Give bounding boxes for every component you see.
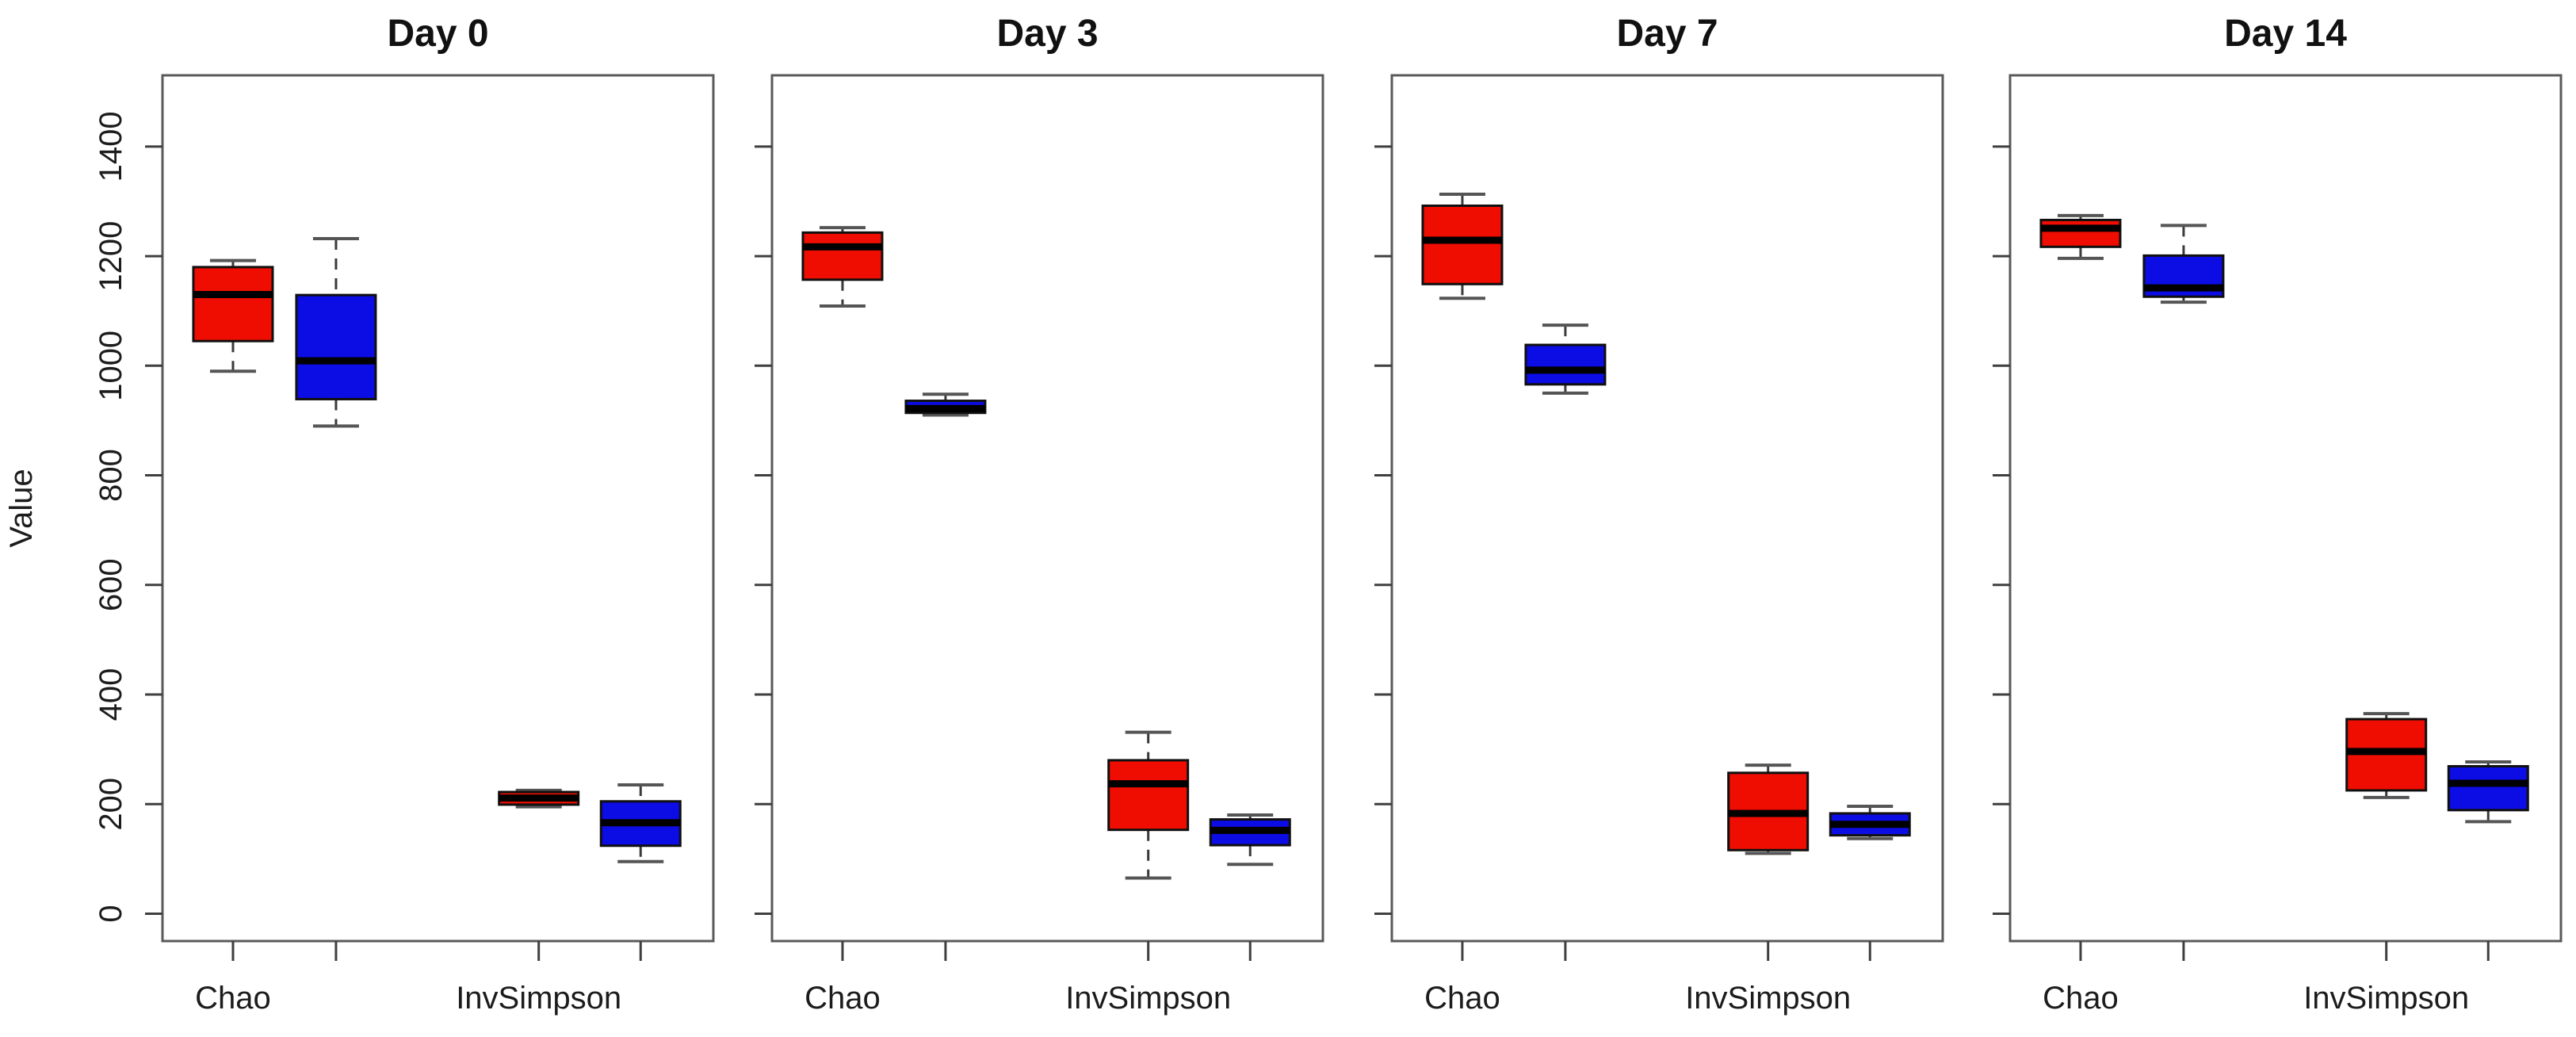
boxplot-day-3-invsimpson-blue <box>1209 813 1291 867</box>
panel-title: Day 3 <box>996 13 1098 55</box>
iqr-box <box>2447 765 2529 812</box>
x-group-label: Chao <box>805 981 881 1016</box>
x-group-label: Chao <box>1424 981 1500 1016</box>
panel-title: Day 0 <box>387 13 488 55</box>
boxplot-day-14-chao-blue <box>2142 224 2225 304</box>
x-group-label: Chao <box>2043 981 2119 1016</box>
boxplot-day-14-invsimpson-blue <box>2447 760 2529 824</box>
panel-title: Day 14 <box>2224 13 2347 55</box>
y-tick-label: 0 <box>94 905 128 922</box>
boxplot-day-0-invsimpson-blue <box>599 783 682 863</box>
panel-0-border <box>161 74 715 943</box>
boxplot-day-3-chao-red <box>801 226 884 308</box>
iqr-box <box>1524 343 1607 386</box>
boxplot-day-7-invsimpson-red <box>1727 763 1810 855</box>
x-group-label: InvSimpson <box>456 981 621 1016</box>
panel-1-border <box>770 74 1324 943</box>
y-tick-label: 400 <box>94 668 128 721</box>
y-tick-label: 1200 <box>94 221 128 292</box>
y-tick-label: 200 <box>94 778 128 831</box>
iqr-box <box>2039 218 2122 248</box>
boxplot-day-0-invsimpson-red <box>498 788 580 809</box>
y-tick-label: 1000 <box>94 331 128 401</box>
iqr-box <box>801 231 884 281</box>
panel-3-border <box>2008 74 2563 943</box>
boxplot-day-7-invsimpson-blue <box>1829 804 1911 840</box>
boxplot-day-0-chao-blue <box>295 236 377 428</box>
x-group-label: InvSimpson <box>1685 981 1851 1016</box>
panel-title: Day 7 <box>1616 13 1718 55</box>
boxplot-day-0-chao-red <box>192 258 274 373</box>
x-group-label: InvSimpson <box>2303 981 2469 1016</box>
iqr-box <box>192 266 274 342</box>
panel-2-border <box>1390 74 1944 943</box>
y-tick-label: 800 <box>94 449 128 502</box>
boxplot-day-14-chao-red <box>2039 213 2122 260</box>
boxplot-day-3-invsimpson-red <box>1107 730 1190 880</box>
x-group-label: InvSimpson <box>1065 981 1231 1016</box>
y-tick-label: 1400 <box>94 111 128 182</box>
x-group-label: Chao <box>195 981 271 1016</box>
iqr-box <box>1421 204 1504 285</box>
iqr-box <box>1107 759 1190 832</box>
iqr-box <box>295 293 377 400</box>
boxplot-day-7-chao-red <box>1421 192 1504 300</box>
y-tick-label: 600 <box>94 558 128 611</box>
boxplot-day-3-chao-blue <box>904 392 987 417</box>
boxplot-day-7-chao-blue <box>1524 323 1607 395</box>
y-axis-title: Value <box>4 469 39 547</box>
boxplot-day-14-invsimpson-red <box>2345 712 2428 799</box>
